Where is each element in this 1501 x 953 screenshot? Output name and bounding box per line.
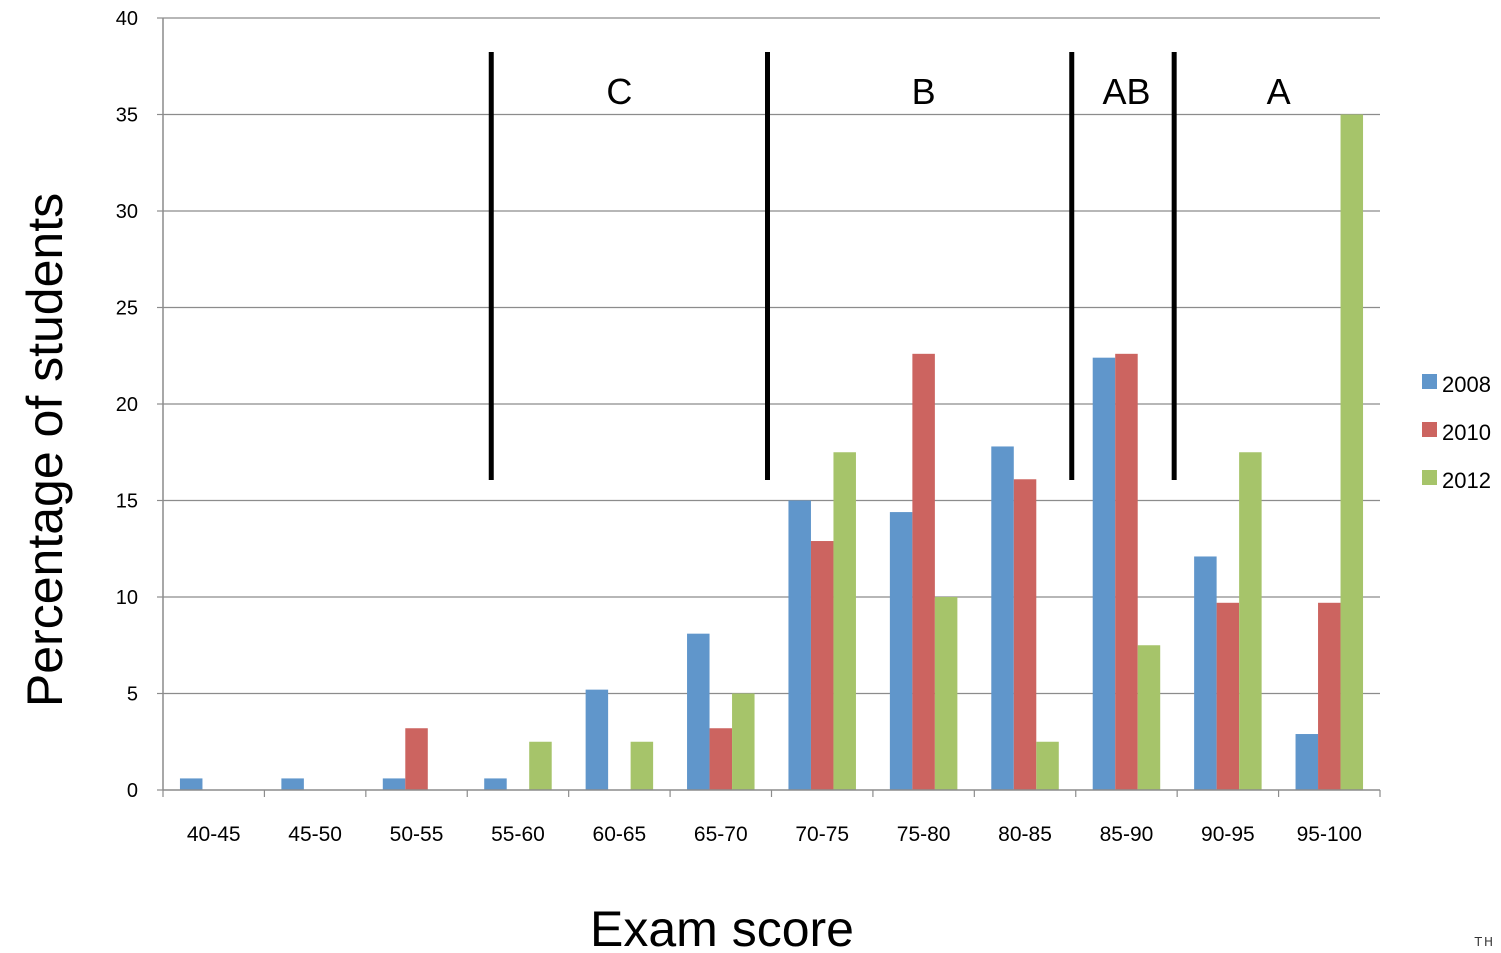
axes	[162, 18, 1381, 797]
bar-2008-90-95	[1194, 556, 1217, 790]
bar-2008-80-85	[991, 446, 1014, 790]
bar-2010-80-85	[1013, 479, 1037, 790]
grade-label: A	[1267, 71, 1291, 112]
x-tick-label: 60-65	[593, 823, 647, 846]
bar-2010-95-100	[1318, 602, 1341, 790]
bar-2010-75-80	[912, 353, 935, 790]
legend-label: 2010	[1442, 420, 1491, 445]
x-tick-label: 65-70	[694, 823, 748, 846]
y-tick-label: 40	[116, 8, 138, 30]
bar-2012-85-90	[1137, 645, 1161, 790]
bar-2008-95-100	[1295, 734, 1319, 790]
y-tick-label: 35	[116, 105, 138, 127]
legend: 2008 2010 2012	[1422, 372, 1491, 493]
x-axis-title: Exam score	[590, 901, 854, 953]
bar-2010-85-90	[1115, 353, 1138, 790]
grade-label: C	[606, 71, 632, 112]
y-tick-labels: 0 5 10 15 20 25 30 35 40	[116, 8, 138, 802]
x-tick-label: 40-45	[187, 823, 241, 846]
x-tick-label: 75-80	[897, 823, 951, 846]
grade-label: B	[912, 71, 936, 112]
bar-2010-50-55	[405, 728, 428, 790]
x-tick-label: 50-55	[390, 823, 444, 846]
gridlines	[157, 17, 1380, 791]
x-tick-label: 90-95	[1201, 823, 1255, 846]
bar-2012-95-100	[1340, 114, 1364, 790]
y-tick-label: 20	[116, 394, 138, 416]
grade-label: AB	[1102, 71, 1150, 112]
grade-labels: C B AB A	[606, 71, 1290, 112]
x-tick-label: 55-60	[491, 823, 545, 846]
x-tick-label: 85-90	[1100, 823, 1154, 846]
bar-2008-85-90	[1092, 357, 1116, 790]
bar-2010-65-70	[709, 728, 733, 790]
y-tick-label: 30	[116, 201, 138, 223]
y-tick-label: 5	[127, 684, 138, 706]
bar-2012-55-60	[529, 741, 552, 790]
y-tick-label: 15	[116, 491, 138, 513]
corner-mark: TH	[1474, 935, 1495, 949]
legend-swatch	[1422, 470, 1437, 485]
bar-2008-60-65	[585, 689, 609, 790]
bar-2008-50-55	[382, 778, 406, 790]
bar-2008-70-75	[788, 500, 811, 790]
y-tick-label: 10	[116, 587, 138, 609]
bar-2012-75-80	[934, 597, 958, 790]
bar-2012-90-95	[1239, 452, 1262, 790]
bar-2008-40-45	[179, 778, 203, 790]
y-axis-title: Percentage of students	[17, 193, 73, 707]
y-tick-label: 0	[127, 780, 138, 802]
x-tick-label: 45-50	[288, 823, 342, 846]
bar-2012-60-65	[630, 741, 654, 790]
grade-dividers	[488, 52, 1177, 480]
bars	[179, 114, 1364, 790]
legend-label: 2012	[1442, 468, 1491, 493]
bar-2012-70-75	[833, 452, 856, 790]
bar-2010-90-95	[1216, 602, 1240, 790]
x-tick-label: 70-75	[795, 823, 849, 846]
bar-2012-80-85	[1036, 741, 1059, 790]
bar-2008-45-50	[281, 778, 304, 790]
legend-swatch	[1422, 374, 1437, 389]
x-tick-label: 80-85	[998, 823, 1052, 846]
legend-label: 2008	[1442, 372, 1491, 397]
bar-2008-55-60	[484, 778, 507, 790]
bar-2012-65-70	[732, 693, 755, 790]
bar-2010-70-75	[810, 541, 834, 790]
y-tick-label: 25	[116, 298, 138, 320]
x-tick-label: 95-100	[1297, 823, 1362, 846]
bar-2008-75-80	[889, 512, 913, 790]
legend-swatch	[1422, 422, 1437, 437]
x-tick-labels: 40-45 45-50 50-55 55-60 60-65 65-70 70-75 75-80…	[187, 823, 1362, 846]
bar-2008-65-70	[687, 633, 710, 790]
